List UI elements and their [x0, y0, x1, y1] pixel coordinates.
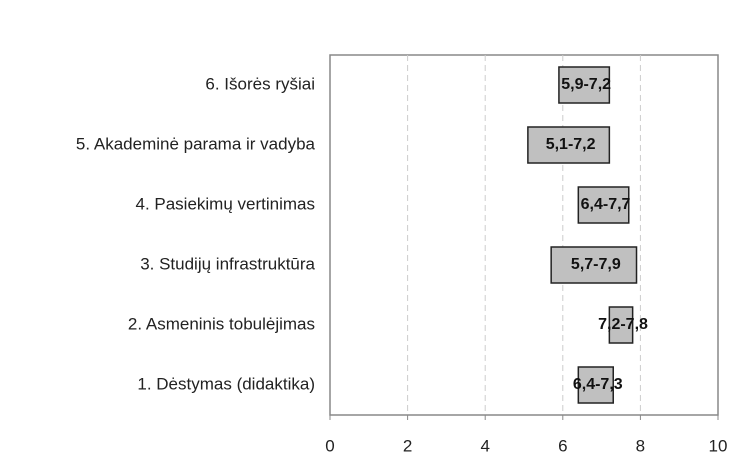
bar	[608, 306, 634, 344]
category-label: 2. Asmeninis tobulėjimas	[128, 314, 315, 333]
bar	[558, 66, 611, 104]
x-tick-label: 4	[480, 436, 489, 455]
value-label: 5,9-7,2	[561, 76, 611, 93]
category-label: 6. Išorės ryšiai	[205, 74, 315, 93]
x-tick-label: 10	[709, 436, 728, 455]
bar	[577, 366, 614, 404]
x-tick-label: 6	[558, 436, 567, 455]
category-label: 3. Studijų infrastruktūra	[140, 254, 315, 273]
value-label: 6,4-7,7	[581, 196, 631, 213]
value-label: 5,1-7,2	[546, 136, 596, 153]
x-tick-label: 8	[636, 436, 645, 455]
bar	[527, 126, 611, 164]
x-tick-label: 0	[325, 436, 334, 455]
plot-frame	[329, 54, 719, 416]
category-label: 4. Pasiekimų vertinimas	[135, 194, 315, 213]
value-label: 5,7-7,9	[571, 256, 621, 273]
value-label: 7,2-7,8	[598, 316, 648, 333]
x-tick-label: 2	[403, 436, 412, 455]
value-label: 6,4-7,3	[573, 376, 623, 393]
category-label: 1. Dėstymas (didaktika)	[137, 374, 315, 393]
bar	[577, 186, 630, 224]
bar	[550, 246, 638, 284]
category-label: 5. Akademinė parama ir vadyba	[76, 134, 316, 153]
